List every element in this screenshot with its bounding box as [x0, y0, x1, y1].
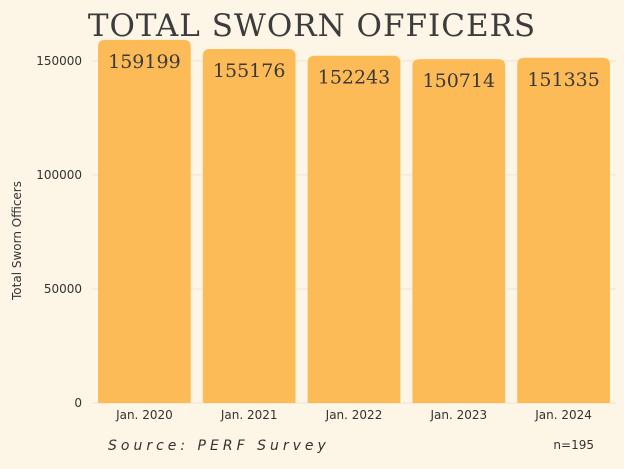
bar-value-label: 151335 [527, 69, 600, 91]
sample-size: n=195 [553, 438, 594, 452]
bar-1 [98, 39, 191, 404]
y-axis-label: Total Sworn Officers [10, 181, 24, 301]
source-note: Source: PERF Survey [108, 438, 330, 454]
x-tick-label: Jan. 2020 [115, 408, 173, 422]
bar-value-label: 159199 [108, 51, 181, 73]
y-tick-label: 50000 [44, 282, 82, 296]
y-tick-label: 100000 [36, 168, 82, 182]
bar-2 [202, 49, 296, 403]
x-tick-label: Jan. 2023 [429, 408, 487, 422]
chart-title: TOTAL SWORN OFFICERS [87, 8, 537, 44]
bar-4 [412, 59, 506, 404]
bar-value-label: 152243 [318, 67, 391, 89]
bar-value-label: 155176 [213, 60, 286, 82]
x-tick-label: Jan. 2024 [534, 408, 592, 422]
bar-value-label: 150714 [423, 70, 496, 92]
y-tick-label: 0 [74, 396, 82, 410]
x-tick-label: Jan. 2022 [325, 408, 383, 422]
y-tick-label: 150000 [36, 54, 82, 68]
bar-3 [307, 55, 401, 404]
bar-5 [517, 57, 610, 404]
x-tick-label: Jan. 2021 [220, 408, 278, 422]
